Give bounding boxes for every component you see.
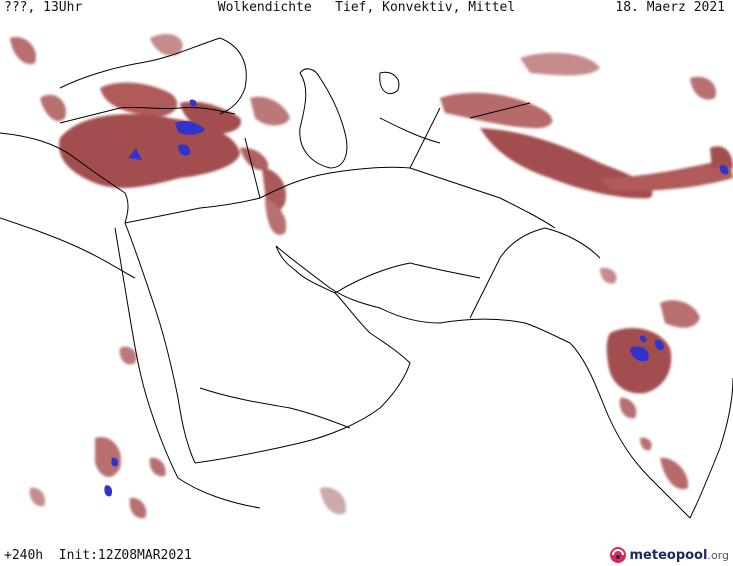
meteopool-logo-icon: [609, 547, 626, 563]
brand-name: meteopool: [629, 547, 708, 563]
brand-tld: .org: [707, 548, 729, 562]
convective-cores: [104, 99, 729, 497]
weather-map: [0, 18, 733, 526]
brand-logo[interactable]: meteopool.org: [609, 544, 730, 566]
brand-text: meteopool.org: [630, 548, 730, 563]
forecast-init-label: +240h Init:12Z08MAR2021: [4, 548, 192, 563]
run-time-label: ???, 13Uhr: [4, 0, 83, 15]
coastlines-and-borders: [0, 37, 733, 519]
valid-date-label: 18. Maerz 2021: [615, 0, 725, 15]
map-title: Wolkendichte Tief, Konvektiv, Mittel: [217, 0, 516, 15]
